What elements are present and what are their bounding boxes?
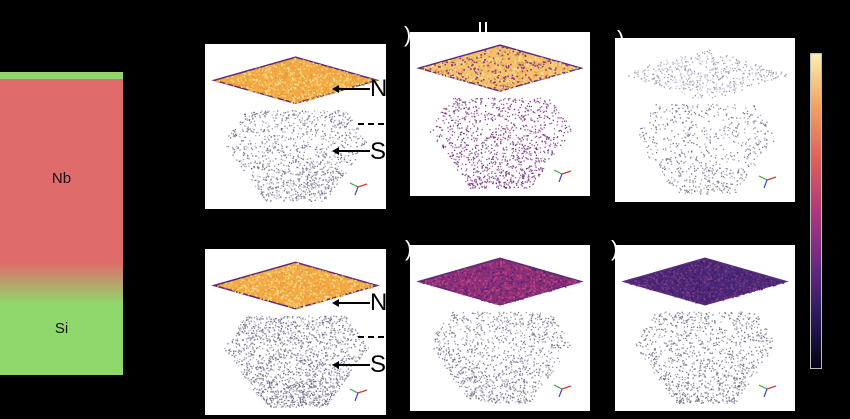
arrow-s-r1: [332, 147, 370, 155]
atom-map-r2c1: [211, 261, 380, 408]
arrow-s-label-r2: S: [370, 351, 387, 378]
panel-r2c2: [410, 245, 590, 411]
panel-r1c1: [205, 44, 386, 209]
arrow-n-r2: [332, 299, 370, 307]
interface-dash-r1: [358, 123, 384, 125]
interface-dash-r2: [358, 336, 384, 338]
arrow-s-r2: [332, 361, 370, 369]
si-layer: [0, 304, 123, 375]
arrow-s-label-r1: S: [370, 138, 387, 165]
nb-si-gradient: [0, 262, 123, 304]
panel-r2c1: [205, 249, 386, 415]
panel-r2c3: [615, 245, 795, 411]
atom-map-r1c2: [416, 44, 584, 189]
atom-map-r1c1: [211, 56, 380, 202]
si-layer-label: Si: [54, 320, 69, 337]
atom-map-r1c3: [628, 49, 787, 195]
label-fragment-2: ): [617, 26, 625, 51]
arrow-n-r1: [332, 85, 370, 93]
label-fragment-3: ): [405, 236, 413, 261]
atom-map-r2c2: [416, 257, 584, 404]
label-fragment-4: ): [611, 236, 619, 261]
label-fragment-1: ): [404, 22, 412, 47]
atom-map-r2c3: [621, 257, 789, 404]
panel-r1c2: [410, 32, 590, 196]
arrow-n-label-r2: N: [370, 289, 388, 316]
colorbar: [810, 53, 822, 369]
arrow-n-label-r1: N: [370, 75, 388, 102]
top-strip: [0, 72, 123, 79]
panel-r1c3: [615, 38, 795, 202]
layer-stack-diagram: Nb Si: [0, 72, 123, 375]
nb-layer: [0, 79, 123, 264]
nb-layer-label: Nb: [51, 170, 72, 187]
label-fragment-5-mark: [479, 22, 487, 32]
